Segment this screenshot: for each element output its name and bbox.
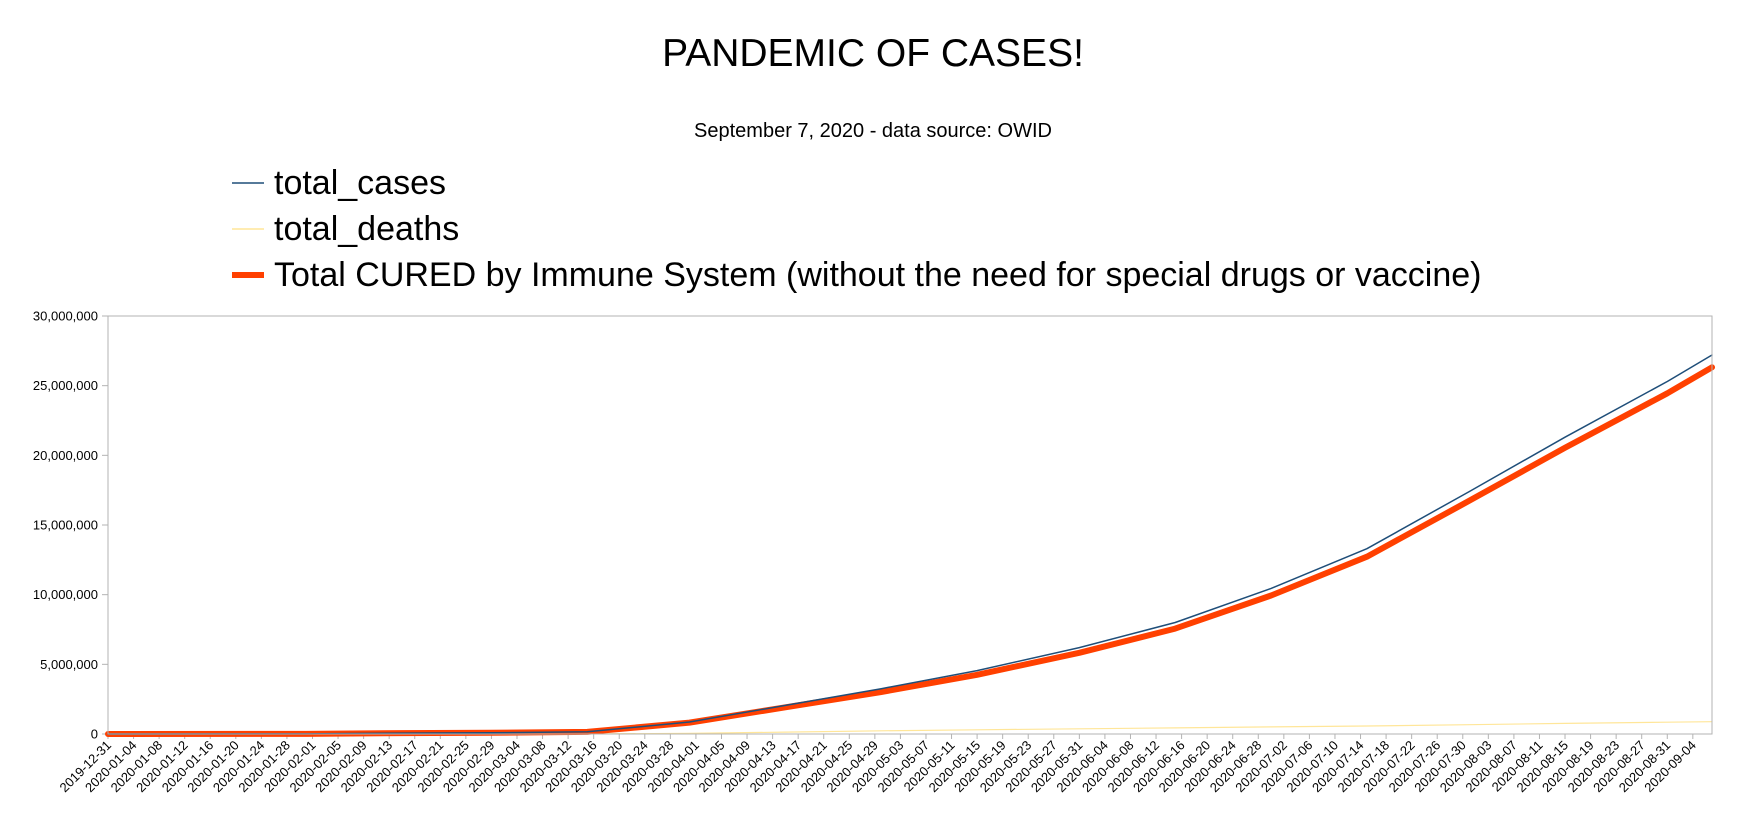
series-layer (105, 354, 1715, 737)
legend-label-total-cured: Total CURED by Immune System (without th… (274, 255, 1482, 294)
y-tick-label: 25,000,000 (33, 378, 98, 393)
x-axis: 2019-12-312020-01-042020-01-082020-01-12… (56, 734, 1699, 795)
legend-swatch-total-cured (232, 272, 264, 278)
legend-label-total-deaths: total_deaths (274, 209, 460, 248)
y-tick-label: 5,000,000 (40, 657, 98, 672)
y-tick-label: 20,000,000 (33, 448, 98, 463)
y-tick-label: 30,000,000 (33, 309, 98, 324)
legend-item-total-cured: Total CURED by Immune System (without th… (232, 252, 1482, 298)
series-line-2 (105, 364, 1715, 737)
legend-swatch-total-cases (232, 182, 264, 184)
chart-title: PANDEMIC OF CASES! (662, 32, 1084, 75)
legend: total_cases total_deaths Total CURED by … (232, 160, 1482, 298)
y-tick-label: 10,000,000 (33, 587, 98, 602)
legend-item-total-deaths: total_deaths (232, 206, 1482, 252)
y-tick-label: 15,000,000 (33, 518, 98, 533)
legend-item-total-cases: total_cases (232, 160, 1482, 206)
legend-label-total-cases: total_cases (274, 163, 446, 202)
y-tick-label: 0 (91, 727, 98, 742)
series-line-0 (107, 354, 1713, 735)
chart-subtitle: September 7, 2020 - data source: OWID (694, 120, 1052, 142)
y-axis: 0 5,000,000 10,000,000 15,000,000 20,000,000… (33, 309, 108, 742)
legend-swatch-total-deaths (232, 228, 264, 230)
plot-frame (107, 315, 1713, 735)
